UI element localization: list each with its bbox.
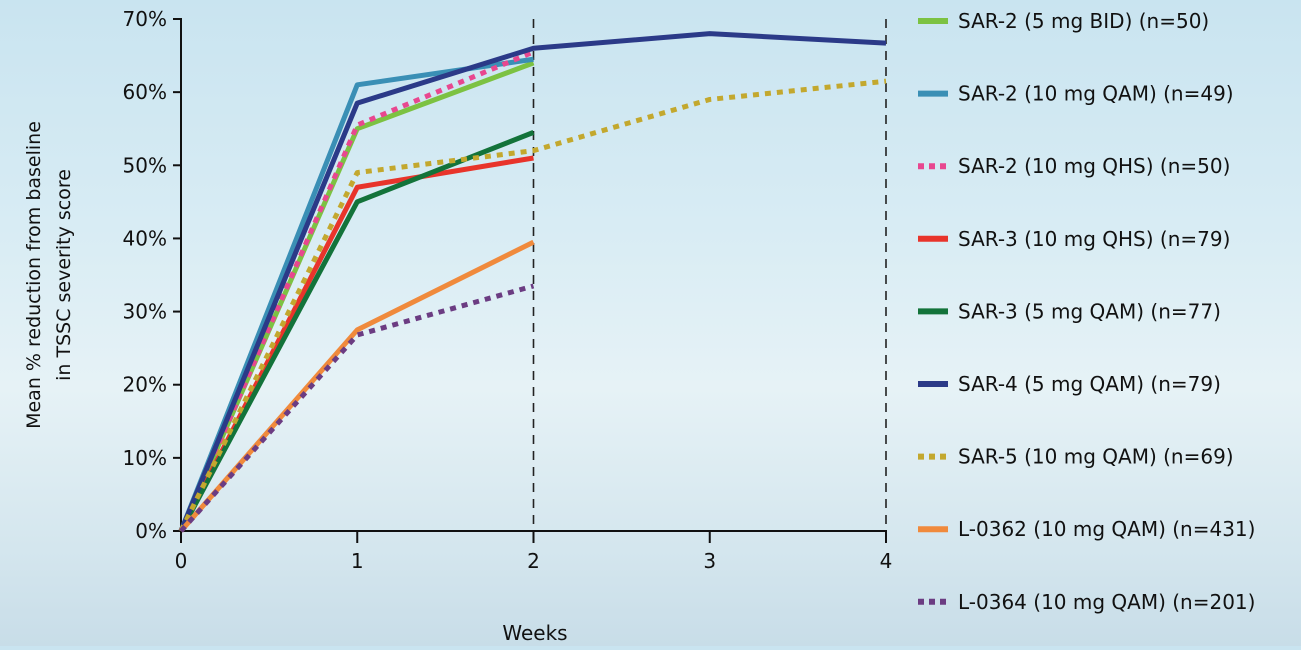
legend-label: SAR-4 (5 mg QAM) (n=79)	[958, 372, 1221, 396]
y-axis-label-line: in TSSC severity score	[53, 169, 75, 381]
y-tick-label: 10%	[123, 446, 167, 470]
y-axis-label-line: Mean % reduction from baseline	[23, 121, 45, 429]
x-tick-label: 3	[703, 549, 716, 573]
series-lines	[178, 31, 887, 533]
legend-label: SAR-2 (10 mg QHS) (n=50)	[958, 154, 1230, 178]
legend-label: SAR-2 (5 mg BID) (n=50)	[958, 9, 1209, 33]
y-axis-label: Mean % reduction from baseline in TSSC se…	[23, 121, 75, 429]
series-line	[178, 31, 887, 532]
x-axis-ticks: 0 1 2 3 4	[175, 531, 893, 573]
legend-label: SAR-3 (10 mg QHS) (n=79)	[958, 227, 1230, 251]
legend-label: L-0362 (10 mg QAM) (n=431)	[958, 517, 1255, 541]
legend-label: SAR-2 (10 mg QAM) (n=49)	[958, 82, 1234, 106]
legend: SAR-2 (5 mg BID) (n=50) SAR-2 (10 mg QAM)…	[918, 9, 1255, 614]
series-line	[179, 283, 535, 533]
y-tick-label: 50%	[123, 153, 167, 177]
series-line	[179, 239, 535, 533]
x-axis-label: Weeks	[502, 621, 567, 645]
y-axis-ticks: 0% 10% 20% 30% 40% 50% 60% 70%	[123, 7, 181, 543]
y-tick-label: 0%	[135, 519, 167, 543]
series-line	[178, 78, 887, 533]
series-line	[178, 49, 535, 532]
x-tick-label: 4	[880, 549, 893, 573]
y-tick-label: 70%	[123, 7, 167, 31]
x-tick-label: 1	[351, 549, 364, 573]
x-tick-label: 0	[175, 549, 188, 573]
legend-label: SAR-3 (5 mg QAM) (n=77)	[958, 299, 1221, 323]
y-tick-label: 20%	[123, 373, 167, 397]
vertical-dashed-lines	[532, 19, 887, 531]
y-tick-label: 30%	[123, 300, 167, 324]
legend-label: SAR-5 (10 mg QAM) (n=69)	[958, 445, 1234, 469]
legend-label: L-0364 (10 mg QAM) (n=201)	[958, 590, 1255, 614]
series-line	[178, 60, 535, 533]
y-tick-label: 60%	[123, 80, 167, 104]
y-tick-label: 40%	[123, 226, 167, 250]
x-tick-label: 2	[527, 549, 540, 573]
